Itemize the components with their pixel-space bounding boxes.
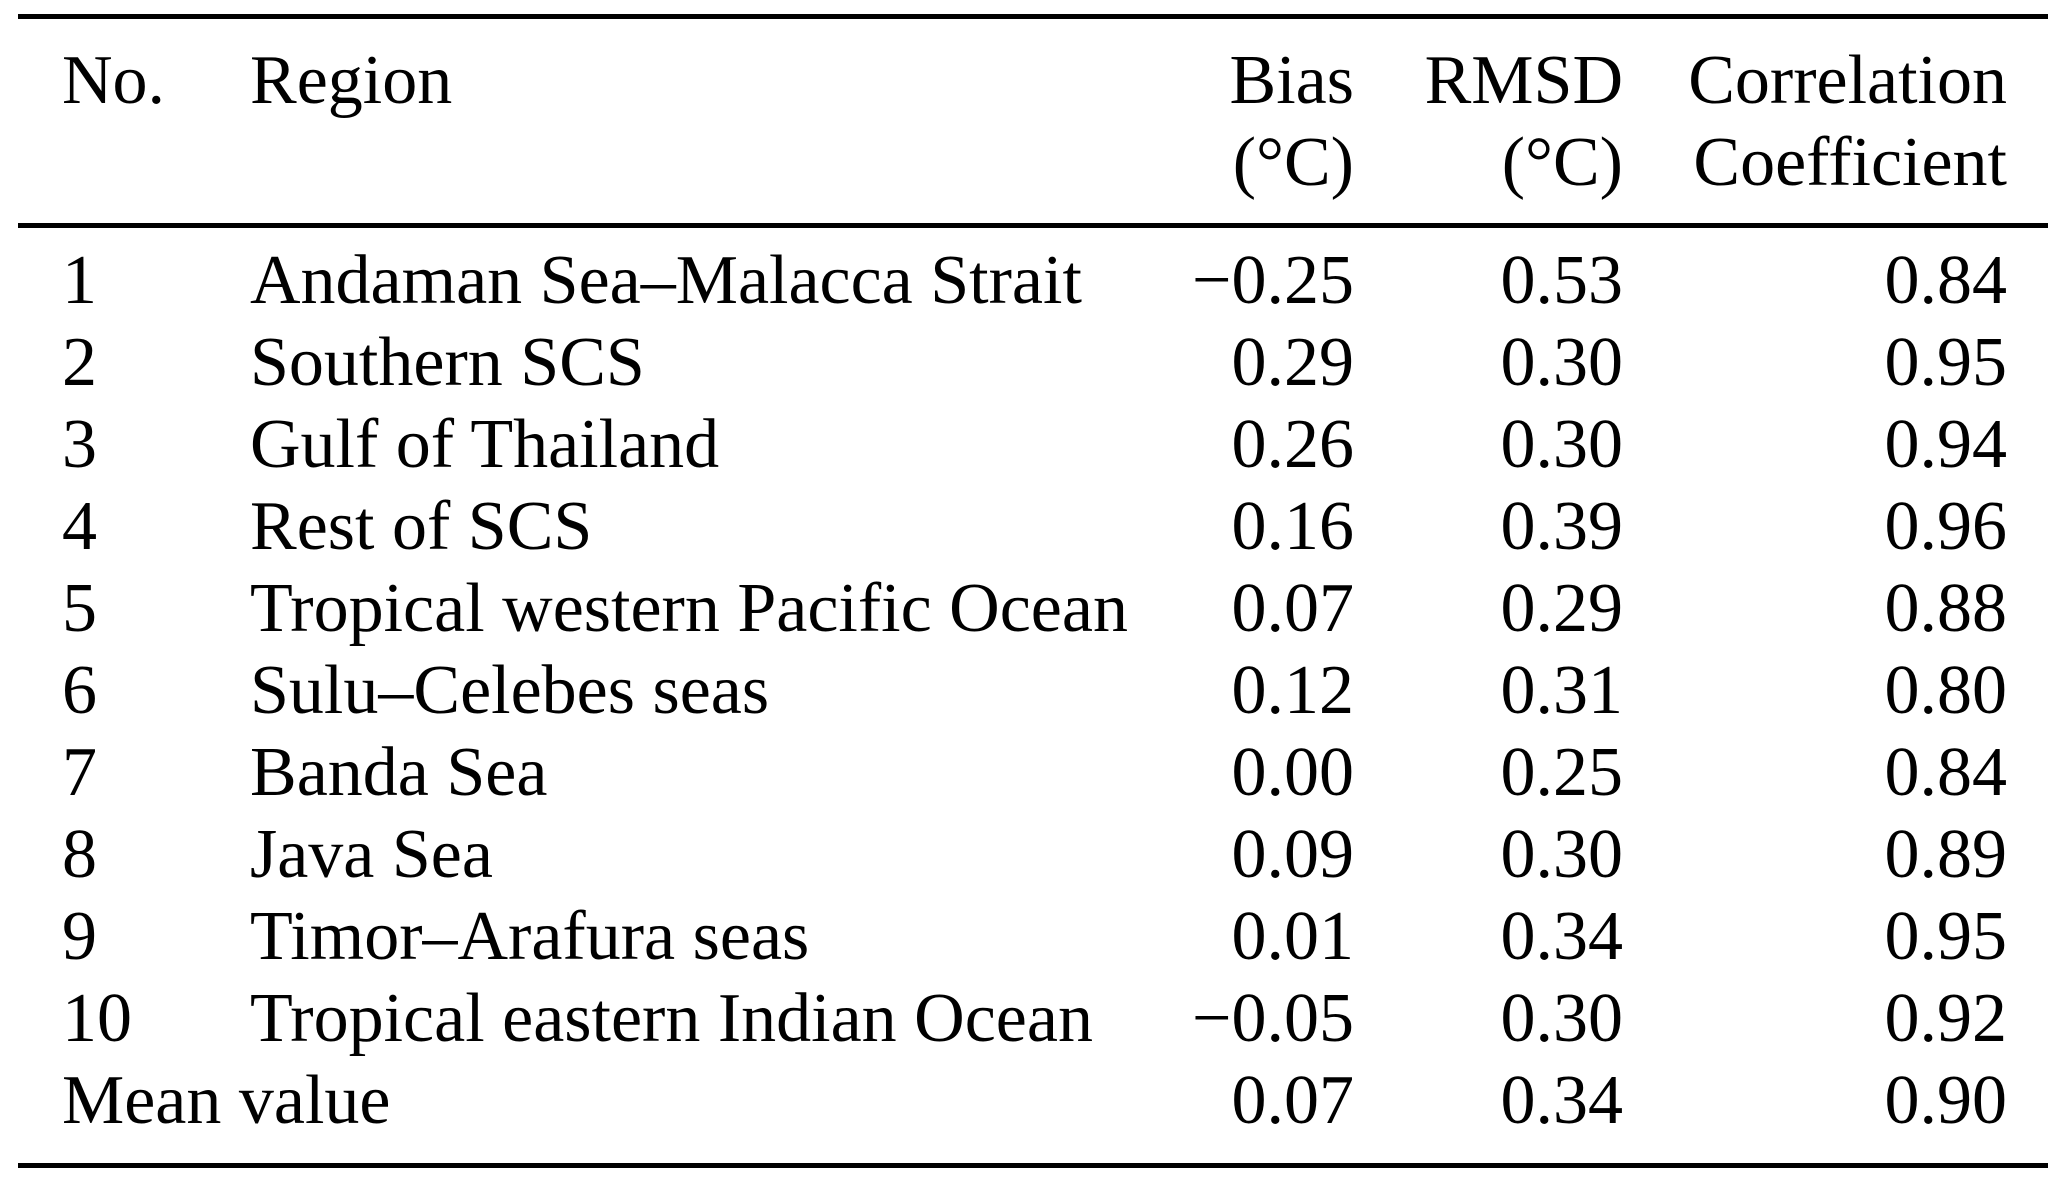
cell-bias: 0.26 <box>1231 406 1355 483</box>
cell-region: Southern SCS <box>250 324 645 401</box>
header-no: No. <box>62 42 166 119</box>
cell-bias: 0.16 <box>1231 488 1355 565</box>
table-row: 6 Sulu–Celebes seas 0.12 0.31 0.80 <box>62 650 2007 732</box>
cell-bias: 0.00 <box>1231 734 1355 811</box>
cell-bias: 0.12 <box>1231 652 1355 729</box>
table-row: 4 Rest of SCS 0.16 0.39 0.96 <box>62 486 2007 568</box>
header-spacer <box>250 122 1102 204</box>
cell-correlation: 0.95 <box>1884 324 2008 401</box>
cell-bias: 0.07 <box>1231 570 1355 647</box>
cell-rmsd: 0.29 <box>1500 570 1624 647</box>
cell-no: 2 <box>62 324 97 401</box>
cell-no: 8 <box>62 816 97 893</box>
cell-correlation: 0.94 <box>1884 406 2008 483</box>
cell-rmsd: 0.39 <box>1500 488 1624 565</box>
cell-no: 10 <box>62 980 132 1057</box>
cell-region: Banda Sea <box>250 734 548 811</box>
cell-no: 6 <box>62 652 97 729</box>
header-rmsd-unit: (°C) <box>1501 124 1623 201</box>
cell-correlation: 0.92 <box>1884 980 2008 1057</box>
cell-mean-label: Mean value <box>62 1062 391 1139</box>
cell-rmsd: 0.34 <box>1500 898 1624 975</box>
header-spacer <box>62 122 250 204</box>
cell-bias: −0.25 <box>1192 242 1354 319</box>
cell-bias: 0.01 <box>1231 898 1355 975</box>
table-header: No. Region Bias RMSD Correlation (°C) (°… <box>62 40 2007 204</box>
cell-correlation: 0.80 <box>1884 652 2008 729</box>
table-header-rule <box>18 223 2048 228</box>
header-bias: Bias <box>1229 42 1354 119</box>
cell-correlation: 0.89 <box>1884 816 2008 893</box>
cell-rmsd: 0.30 <box>1500 980 1624 1057</box>
cell-no: 5 <box>62 570 97 647</box>
cell-correlation: 0.88 <box>1884 570 2008 647</box>
table-row: 2 Southern SCS 0.29 0.30 0.95 <box>62 322 2007 404</box>
cell-correlation: 0.84 <box>1884 734 2008 811</box>
cell-region: Sulu–Celebes seas <box>250 652 770 729</box>
cell-correlation: 0.96 <box>1884 488 2008 565</box>
cell-no: 7 <box>62 734 97 811</box>
cell-rmsd: 0.30 <box>1500 324 1624 401</box>
table-row: 1 Andaman Sea–Malacca Strait −0.25 0.53 … <box>62 240 2007 322</box>
cell-rmsd: 0.53 <box>1500 242 1624 319</box>
cell-correlation: 0.84 <box>1884 242 2008 319</box>
table-summary-row: Mean value 0.07 0.34 0.90 <box>62 1060 2007 1142</box>
cell-region: Timor–Arafura seas <box>250 898 810 975</box>
cell-no: 1 <box>62 242 97 319</box>
table-row: 3 Gulf of Thailand 0.26 0.30 0.94 <box>62 404 2007 486</box>
cell-region: Tropical eastern Indian Ocean <box>250 980 1093 1057</box>
cell-region: Andaman Sea–Malacca Strait <box>250 242 1082 319</box>
table-row: 7 Banda Sea 0.00 0.25 0.84 <box>62 732 2007 814</box>
header-correlation: Correlation <box>1688 42 2007 119</box>
cell-region: Rest of SCS <box>250 488 593 565</box>
cell-mean-correlation: 0.90 <box>1884 1062 2008 1139</box>
header-bias-unit: (°C) <box>1232 124 1354 201</box>
table-bottom-rule <box>18 1163 2048 1168</box>
cell-rmsd: 0.31 <box>1500 652 1624 729</box>
cell-rmsd: 0.25 <box>1500 734 1624 811</box>
cell-bias: 0.09 <box>1231 816 1355 893</box>
header-rmsd: RMSD <box>1424 42 1623 119</box>
header-correlation-unit: Coefficient <box>1693 124 2007 201</box>
table-header-line2: (°C) (°C) Coefficient <box>62 122 2007 204</box>
cell-no: 4 <box>62 488 97 565</box>
header-region: Region <box>250 42 453 119</box>
table-row: 5 Tropical western Pacific Ocean 0.07 0.… <box>62 568 2007 650</box>
cell-mean-rmsd: 0.34 <box>1500 1062 1624 1139</box>
cell-mean-bias: 0.07 <box>1231 1062 1355 1139</box>
cell-bias: 0.29 <box>1231 324 1355 401</box>
table-top-rule <box>18 14 2048 19</box>
cell-region: Java Sea <box>250 816 493 893</box>
cell-region: Tropical western Pacific Ocean <box>250 570 1128 647</box>
table-row: 9 Timor–Arafura seas 0.01 0.34 0.95 <box>62 896 2007 978</box>
table-row: 10 Tropical eastern Indian Ocean −0.05 0… <box>62 978 2007 1060</box>
cell-no: 9 <box>62 898 97 975</box>
cell-rmsd: 0.30 <box>1500 406 1624 483</box>
cell-correlation: 0.95 <box>1884 898 2008 975</box>
cell-no: 3 <box>62 406 97 483</box>
table-row: 8 Java Sea 0.09 0.30 0.89 <box>62 814 2007 896</box>
cell-bias: −0.05 <box>1192 980 1354 1057</box>
cell-region: Gulf of Thailand <box>250 406 720 483</box>
table-header-line1: No. Region Bias RMSD Correlation <box>62 40 2007 122</box>
cell-rmsd: 0.30 <box>1500 816 1624 893</box>
table-body: 1 Andaman Sea–Malacca Strait −0.25 0.53 … <box>62 240 2007 1142</box>
